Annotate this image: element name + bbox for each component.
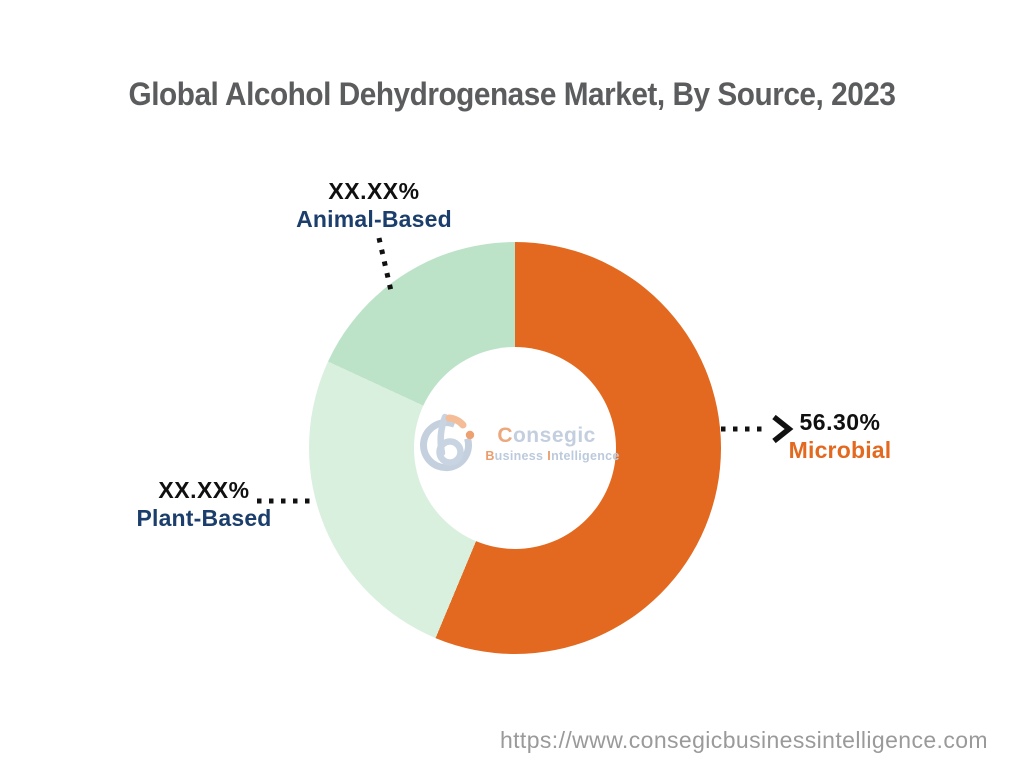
logo-line2-word2-initial: I xyxy=(547,449,552,463)
logo-line1-rest: onsegic xyxy=(512,424,596,447)
callout-microbial-label: Microbial xyxy=(788,437,892,463)
logo-line1-initial: C xyxy=(497,424,513,447)
donut-hole: Consegic Business Intelligence xyxy=(414,347,619,549)
consegic-logo: Consegic Business Intelligence xyxy=(420,406,619,482)
callout-animal-based-value: XX.XX% xyxy=(328,178,420,204)
logo-line2-word1-rest: usiness xyxy=(494,449,544,463)
chart-title: Global Alcohol Dehydrogenase Market, By … xyxy=(128,76,896,112)
consegic-logo-text: Consegic Business Intelligence xyxy=(485,425,619,464)
logo-line1: Consegic xyxy=(497,425,619,447)
logo-line2: Business Intelligence xyxy=(485,449,619,463)
callout-plant-based-label: Plant-Based xyxy=(136,505,272,531)
footer-url: https://www.consegicbusinessintelligence… xyxy=(499,727,988,753)
callout-plant-based: XX.XX% Plant-Based xyxy=(136,476,271,532)
callout-animal-based-label: Animal-Based xyxy=(296,206,452,232)
logo-line2-word2-rest: ntelligence xyxy=(551,449,620,463)
callout-animal-based: XX.XX% Animal-Based xyxy=(296,177,452,233)
callout-plant-based-value: XX.XX% xyxy=(158,477,250,503)
logo-line2-word1-initial: B xyxy=(485,449,495,463)
donut-chart: Consegic Business Intelligence xyxy=(309,242,721,654)
arrowhead-icon xyxy=(772,414,794,444)
callout-microbial: 56.30% Microbial xyxy=(789,408,892,464)
consegic-logo-b-icon xyxy=(420,413,475,472)
callout-microbial-value: 56.30% xyxy=(799,409,881,435)
